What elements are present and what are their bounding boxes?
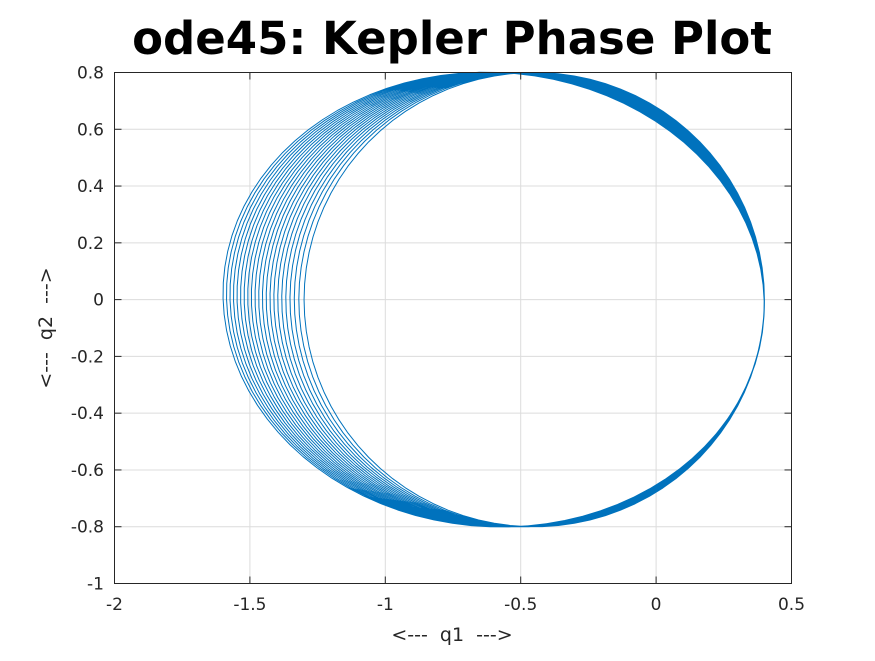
x-tick-label: 0.5 bbox=[778, 595, 805, 615]
x-tick-label: -2 bbox=[106, 595, 123, 615]
orbit-series-line bbox=[222, 71, 765, 528]
x-tick-label: -1.5 bbox=[233, 595, 266, 615]
y-tick-label: 0 bbox=[93, 291, 104, 311]
grid bbox=[114, 72, 792, 584]
x-tick-label: -0.5 bbox=[504, 595, 537, 615]
y-tick-label: 0.4 bbox=[77, 177, 104, 197]
y-tick-label: -1 bbox=[87, 575, 104, 595]
y-tick-label: -0.2 bbox=[71, 347, 104, 367]
y-tick-label: 0.8 bbox=[77, 64, 104, 84]
chart-title: ode45: Kepler Phase Plot bbox=[132, 12, 772, 65]
y-axis-label: <--- q2 ---> bbox=[35, 267, 57, 388]
x-tick-label: 0 bbox=[651, 595, 662, 615]
x-axis-label: <--- q1 ---> bbox=[391, 624, 512, 646]
y-tick-label: 0.2 bbox=[77, 234, 104, 254]
y-tick-label: -0.8 bbox=[71, 518, 104, 538]
y-tick-label: 0.6 bbox=[77, 120, 104, 140]
plot-area-border bbox=[114, 72, 792, 584]
x-tick-label: -1 bbox=[377, 595, 394, 615]
y-tick-label: -0.6 bbox=[71, 461, 104, 481]
plot-data bbox=[222, 71, 765, 528]
y-tick-label: -0.4 bbox=[71, 404, 104, 424]
axes-ticks: -2 -1.5 -1 -0.5 0 0.5 -1 -0.8 -0.6 -0.4 -0.2 0 0.2 0.… bbox=[71, 64, 805, 616]
